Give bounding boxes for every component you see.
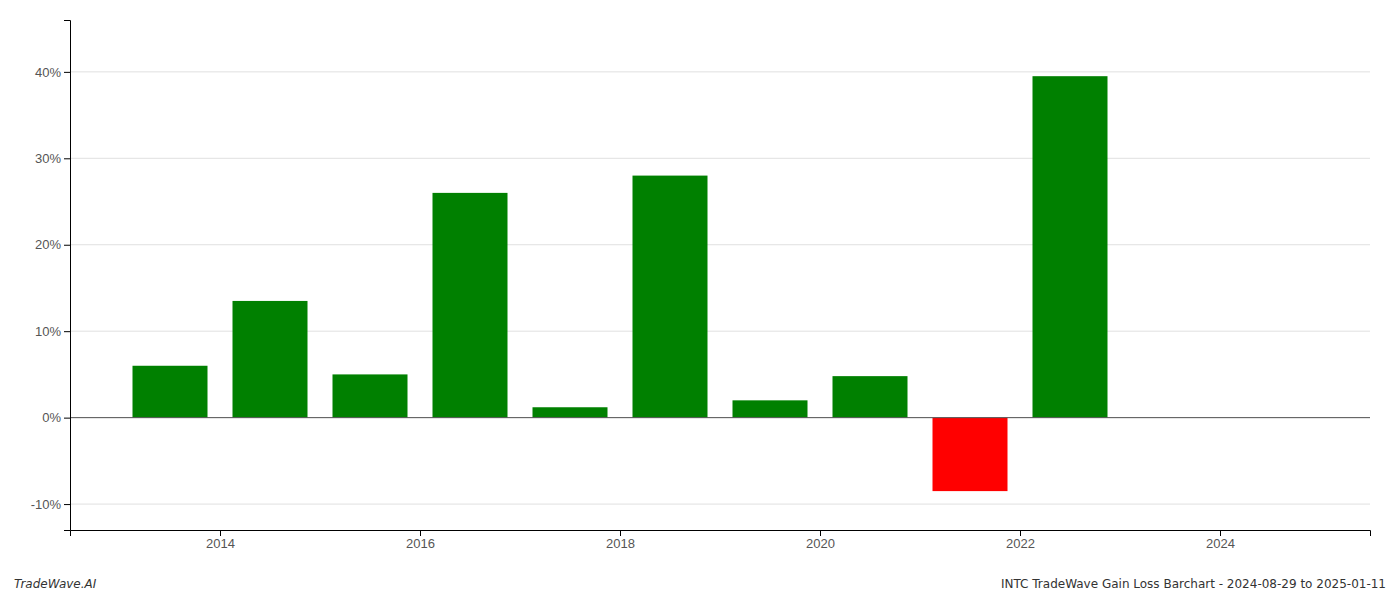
tick: 2020 — [806, 530, 835, 551]
tick-mark — [820, 530, 821, 536]
axis-line — [64, 21, 71, 531]
tick: 2014 — [206, 530, 235, 551]
grid — [70, 72, 1370, 504]
tick: -10% — [31, 497, 70, 512]
grid-line — [70, 417, 1370, 418]
tick-mark — [64, 72, 70, 73]
tick-mark — [64, 158, 70, 159]
bar — [633, 176, 708, 418]
tick-mark — [64, 331, 70, 332]
footer-right: INTC TradeWave Gain Loss Barchart - 2024… — [1001, 577, 1386, 591]
footer-left: TradeWave.AI — [14, 577, 97, 591]
grid-line — [70, 504, 1370, 505]
grid-line — [70, 158, 1370, 159]
bar — [133, 366, 208, 418]
baseline — [70, 417, 1370, 418]
tick-label: 2014 — [206, 536, 235, 551]
tick-label: 30% — [35, 151, 61, 166]
tick-label: 2018 — [606, 536, 635, 551]
tick: 30% — [35, 151, 70, 166]
tick-label: 2020 — [806, 536, 835, 551]
tick: 40% — [35, 65, 70, 80]
tick-label: 0% — [42, 410, 61, 425]
tick: 10% — [35, 324, 70, 339]
bar — [733, 400, 808, 417]
tick: 2018 — [606, 530, 635, 551]
plot-area — [70, 76, 1370, 491]
bar — [433, 193, 508, 418]
tick-mark — [1020, 530, 1021, 536]
bar — [233, 301, 308, 418]
tick: 2024 — [1206, 530, 1235, 551]
tick-mark — [220, 530, 221, 536]
tick-label: 2016 — [406, 536, 435, 551]
tick-mark — [1220, 530, 1221, 536]
tick-label: 10% — [35, 324, 61, 339]
chart: 2014 2016 2018 2020 2022 2024 -10% 0% 10% 20% 30% 4… — [0, 0, 1400, 600]
tick-mark — [620, 530, 621, 536]
tick-mark — [64, 504, 70, 505]
bar — [1033, 76, 1108, 417]
tick-label: 20% — [35, 237, 61, 252]
x-axis: 2014 2016 2018 2020 2022 2024 — [71, 530, 1371, 551]
tick-mark — [420, 530, 421, 536]
tick-mark — [64, 418, 70, 419]
tick-mark — [64, 245, 70, 246]
tick: 20% — [35, 237, 70, 252]
y-axis: -10% 0% 10% 20% 30% 40% — [31, 21, 71, 531]
tick-label: 2022 — [1006, 536, 1035, 551]
tick: 2022 — [1006, 530, 1035, 551]
bar — [933, 418, 1008, 491]
grid-line — [70, 244, 1370, 245]
tick-label: 40% — [35, 65, 61, 80]
tick: 2016 — [406, 530, 435, 551]
tick-label: 2024 — [1206, 536, 1235, 551]
bar — [833, 376, 908, 417]
bar — [333, 374, 408, 417]
axis-line — [71, 531, 1371, 537]
bar — [533, 407, 608, 417]
tick-label: -10% — [31, 497, 62, 512]
grid-line — [70, 71, 1370, 72]
tick: 0% — [42, 410, 70, 425]
